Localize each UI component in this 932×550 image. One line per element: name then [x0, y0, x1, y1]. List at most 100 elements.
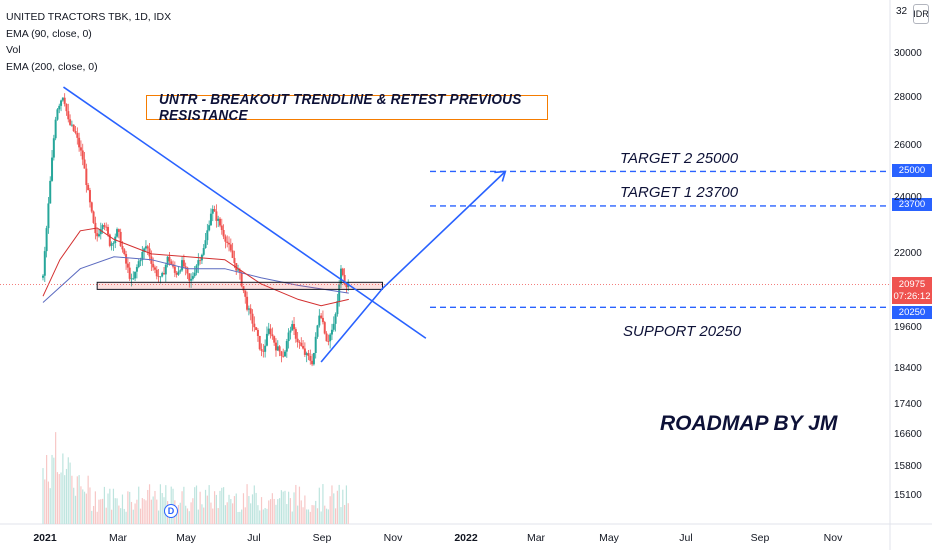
candle-body: [96, 233, 99, 237]
volume-bar: [347, 503, 349, 524]
top-tick-cut: 32: [896, 6, 908, 17]
candle-body: [274, 342, 277, 351]
candle-body: [173, 266, 176, 273]
volume-bar: [241, 509, 243, 524]
ema200-label[interactable]: EMA (200, close, 0): [6, 60, 98, 73]
volume-bar: [154, 490, 156, 524]
target1-price-tag: 23700: [892, 198, 932, 211]
volume-bar: [316, 508, 319, 524]
volume-bar: [315, 500, 317, 524]
candle-body: [112, 242, 115, 244]
volume-bar: [273, 498, 275, 524]
volume-bar: [291, 511, 293, 524]
dividend-marker-icon[interactable]: D: [164, 504, 178, 518]
volume-bar: [244, 507, 246, 524]
volume-bar: [107, 493, 109, 524]
candle-body: [256, 329, 259, 336]
volume-bar: [159, 484, 161, 524]
ema90-line: [42, 227, 349, 307]
volume-bar: [83, 491, 86, 524]
candle-body: [168, 256, 171, 262]
candle-body: [316, 325, 319, 337]
time-tick-label: Jul: [247, 532, 261, 544]
volume-bar: [118, 505, 120, 524]
candle-body: [269, 328, 272, 335]
volume-bar: [53, 457, 55, 524]
candle-body: [204, 240, 207, 249]
volume-bar: [98, 499, 100, 524]
symbol-label[interactable]: UNITED TRACTORS TBK, 1D, IDX: [6, 11, 172, 23]
candle-body: [123, 249, 126, 255]
volume-bar: [340, 507, 342, 524]
candle-body: [87, 185, 90, 191]
last-price-tag: 20975 07:26:12: [892, 277, 932, 304]
candle-body: [83, 159, 86, 169]
candle-body: [181, 260, 184, 271]
volume-bar: [344, 505, 346, 524]
volume-bar: [203, 507, 205, 524]
candle-body: [280, 351, 283, 356]
volume-bar: [230, 499, 232, 524]
candle-body: [282, 355, 285, 357]
volume-bar: [91, 510, 93, 524]
candle-body: [285, 341, 288, 352]
price-tick-label: 26000: [894, 140, 922, 152]
volume-bar: [194, 487, 196, 524]
candle-body: [179, 270, 182, 272]
volume-bar: [206, 495, 208, 524]
candle-body: [211, 209, 214, 214]
candle-body: [152, 263, 155, 268]
volume-bar: [255, 492, 257, 524]
ema200-line: [42, 256, 349, 303]
candle-body: [65, 103, 68, 112]
time-tick-label: Mar: [526, 532, 546, 544]
volume-bar: [176, 509, 178, 524]
volume-bar: [111, 509, 113, 524]
volume-bar: [197, 509, 199, 524]
volume-bar: [120, 508, 122, 524]
candle-body: [217, 218, 220, 221]
volume-bar: [92, 505, 95, 524]
volume-bar: [237, 511, 239, 524]
volume-bar: [226, 502, 228, 524]
candle-body: [218, 218, 221, 226]
time-tick-label: Sep: [750, 532, 770, 544]
candle-body: [231, 250, 234, 258]
time-tick-label: Nov: [823, 532, 843, 544]
volume-bar: [130, 501, 133, 524]
ema90-label[interactable]: EMA (90, close, 0): [6, 27, 92, 40]
candle-body: [321, 317, 324, 323]
candle-body: [289, 330, 292, 333]
candle-body: [273, 336, 276, 343]
candle-body: [276, 346, 279, 351]
volume-bar: [100, 499, 102, 524]
candle-body: [177, 271, 180, 275]
candle-body: [107, 227, 110, 235]
volume-bar: [71, 475, 73, 524]
volume-bar: [306, 509, 308, 524]
candle-body: [298, 342, 301, 343]
candle-body: [92, 211, 95, 223]
volume-bar: [134, 503, 136, 524]
volume-label[interactable]: Vol: [6, 44, 21, 56]
candle-body: [206, 230, 209, 241]
candle-body: [166, 256, 169, 265]
candle-body: [314, 336, 317, 353]
candle-body: [159, 276, 162, 278]
currency-button[interactable]: IDR: [913, 4, 929, 24]
projection-path: [320, 170, 506, 363]
volume-bar: [199, 491, 201, 524]
volume-bar: [224, 505, 227, 524]
volume-bar: [55, 432, 57, 524]
volume-bar: [264, 507, 266, 524]
candle-body: [99, 228, 102, 235]
candle-body: [255, 327, 258, 330]
volume-bar: [65, 468, 68, 524]
volume-bar: [152, 496, 154, 524]
candle-body: [79, 147, 82, 151]
time-tick-label: Jul: [679, 532, 693, 544]
candle-body: [213, 209, 216, 212]
volume-bar: [58, 474, 60, 524]
candle-body: [155, 269, 158, 277]
